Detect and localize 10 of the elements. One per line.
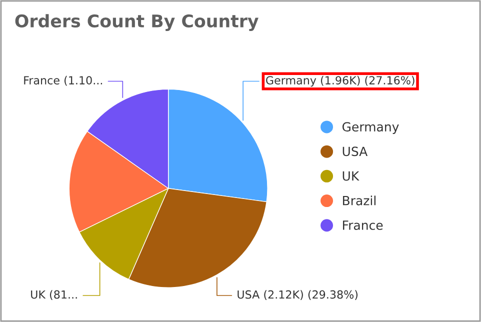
data-label: UK (81... xyxy=(31,290,77,300)
data-label: Germany (1.96K) (27.16%) xyxy=(266,76,414,87)
legend-label: France xyxy=(343,220,383,230)
legend-label: UK xyxy=(342,171,360,181)
legend-label: Brazil xyxy=(343,196,376,206)
legend-label: Germany xyxy=(342,122,399,134)
chart-title: Orders Count By Country xyxy=(15,14,258,32)
data-label: France (1.10... xyxy=(24,76,102,86)
legend-label: USA xyxy=(342,146,368,156)
data-label: USA (2.12K) (29.38%) xyxy=(238,290,358,300)
